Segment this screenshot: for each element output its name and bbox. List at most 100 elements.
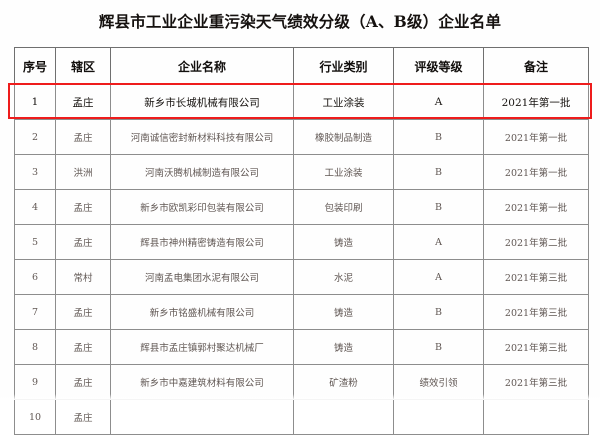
table-cell-grade <box>393 399 484 435</box>
cell-text: 孟庄 <box>72 96 94 109</box>
table-row: 8 孟庄 辉县市孟庄镇郭村聚达机械厂 铸造 B 2021年第三批 <box>14 329 589 365</box>
cell-text: 10 <box>28 411 42 423</box>
cell-text: 2 <box>31 131 39 143</box>
cell-text: 8 <box>31 341 39 353</box>
cell-text: 孟庄 <box>73 308 93 319</box>
cell-text: 辉县市神州精密铸造有限公司 <box>140 238 264 249</box>
table-cell-seq: 7 <box>14 294 56 330</box>
table-cell-seq: 10 <box>14 399 56 435</box>
table-cell-ind <box>293 399 394 435</box>
cell-text: 孟庄 <box>73 133 93 144</box>
table-cell-remark: 2021年第三批 <box>483 259 589 295</box>
cell-text: 辉县市孟庄镇郭村聚达机械厂 <box>140 343 264 354</box>
table-cell-name: 新乡市中嘉建筑材料有限公司 <box>110 364 294 400</box>
table-cell-remark: 2021年第三批 <box>483 329 589 365</box>
cell-text: 4 <box>31 201 39 213</box>
table-cell-remark: 2021年第二批 <box>483 224 589 260</box>
table-cell-seq: 5 <box>14 224 56 260</box>
cell-text: 2021年第三批 <box>504 308 568 319</box>
table-cell-dist: 孟庄 <box>55 364 111 400</box>
table-cell-grade: B <box>393 329 484 365</box>
cell-text: 铸造 <box>333 238 353 249</box>
cell-text: A <box>434 96 443 108</box>
table-cell-ind: 工业涂装 <box>293 84 394 120</box>
cell-text: A <box>435 271 442 283</box>
cell-text: 2021年第三批 <box>504 273 568 284</box>
cell-text: 河南沃腾机械制造有限公司 <box>144 168 259 179</box>
cell-text: 2021年第三批 <box>504 343 568 354</box>
table-cell-seq: 8 <box>14 329 56 365</box>
table-cell-ind: 工业涂装 <box>293 154 394 190</box>
page-title: 辉县市工业企业重污染天气绩效分级（A、B级）企业名单 <box>98 12 502 31</box>
table-cell-dist: 常村 <box>55 259 111 295</box>
column-header-dist: 辖区 <box>55 47 111 85</box>
table-cell-dist: 洪洲 <box>55 154 111 190</box>
cell-text: 橡胶制品制造 <box>314 133 372 144</box>
table-cell-dist: 孟庄 <box>55 294 111 330</box>
company-list-table: 序号 辖区 企业名称 行业类别 评级等级 备注 1 孟庄 新乡市长城机械有限公司 工业… <box>14 47 589 435</box>
cell-text: 新乡市长城机械有限公司 <box>144 96 260 109</box>
cell-text: B <box>435 341 442 353</box>
table-cell-seq: 9 <box>14 364 56 400</box>
cell-text: B <box>435 201 442 213</box>
table-cell-ind: 铸造 <box>293 224 394 260</box>
table-cell-name: 河南沃腾机械制造有限公司 <box>110 154 294 190</box>
cell-text: B <box>435 131 442 143</box>
cell-text: B <box>435 166 442 178</box>
table-cell-grade: A <box>393 259 484 295</box>
table-cell-ind: 包装印刷 <box>293 189 394 225</box>
cell-text: 工业涂装 <box>324 168 363 179</box>
table-cell-seq: 3 <box>14 154 56 190</box>
cell-text: 新乡市铭盛机械有限公司 <box>149 308 255 319</box>
table-row: 7 孟庄 新乡市铭盛机械有限公司 铸造 B 2021年第三批 <box>14 294 589 330</box>
cell-text: 5 <box>31 236 39 248</box>
cell-text: 孟庄 <box>73 413 93 424</box>
cell-text: 绩效引领 <box>419 378 458 389</box>
cell-text: 新乡市欧凯彩印包装有限公司 <box>140 203 264 214</box>
cell-text: B <box>435 306 442 318</box>
cell-text: 河南孟电集团水泥有限公司 <box>144 273 259 284</box>
cell-text: 2021年第一批 <box>504 133 568 144</box>
cell-text: 7 <box>31 306 39 318</box>
cell-text: 2021年第一批 <box>504 203 568 214</box>
document-page: 辉县市工业企业重污染天气绩效分级（A、B级）企业名单 序号 辖区 企业名称 行业… <box>0 12 600 435</box>
table-cell-name: 河南诚信密封新材料科技有限公司 <box>110 119 294 155</box>
cell-text: 河南诚信密封新材料科技有限公司 <box>130 133 274 144</box>
table-header: 序号 辖区 企业名称 行业类别 评级等级 备注 <box>14 47 589 85</box>
table-cell-name <box>110 399 294 435</box>
table-cell-dist: 孟庄 <box>55 399 111 435</box>
table-row: 3 洪洲 河南沃腾机械制造有限公司 工业涂装 B 2021年第一批 <box>14 154 589 190</box>
cell-text: 工业涂装 <box>322 96 365 109</box>
table-cell-remark: 2021年第三批 <box>483 294 589 330</box>
cell-text: A <box>435 236 442 248</box>
table-cell-grade: A <box>393 84 484 120</box>
table-cell-ind: 铸造 <box>293 329 394 365</box>
table-row: 6 常村 河南孟电集团水泥有限公司 水泥 A 2021年第三批 <box>14 259 589 295</box>
cell-text: 包装印刷 <box>324 203 363 214</box>
table-row: 4 孟庄 新乡市欧凯彩印包装有限公司 包装印刷 B 2021年第一批 <box>14 189 589 225</box>
table-cell-grade: 绩效引领 <box>393 364 484 400</box>
table-cell-name: 河南孟电集团水泥有限公司 <box>110 259 294 295</box>
table-cell-remark <box>483 399 589 435</box>
table-cell-remark: 2021年第一批 <box>483 154 589 190</box>
table-cell-ind: 橡胶制品制造 <box>293 119 394 155</box>
table-cell-ind: 铸造 <box>293 294 394 330</box>
cell-text: 水泥 <box>333 273 353 284</box>
table-row: 9 孟庄 新乡市中嘉建筑材料有限公司 矿渣粉 绩效引领 2021年第三批 <box>14 364 589 400</box>
table-cell-name: 辉县市神州精密铸造有限公司 <box>110 224 294 260</box>
table-cell-seq: 6 <box>14 259 56 295</box>
cell-text: 2021年第一批 <box>504 168 568 179</box>
table-cell-dist: 孟庄 <box>55 329 111 365</box>
column-header-ind: 行业类别 <box>293 47 394 85</box>
cell-text: 铸造 <box>333 308 353 319</box>
table-cell-grade: B <box>393 189 484 225</box>
table-cell-dist: 孟庄 <box>55 189 111 225</box>
cell-text: 常村 <box>73 273 93 284</box>
column-header-seq: 序号 <box>14 47 56 85</box>
cell-text: 矿渣粉 <box>329 378 358 389</box>
table-row: 2 孟庄 河南诚信密封新材料科技有限公司 橡胶制品制造 B 2021年第一批 <box>14 119 589 155</box>
table-header-row: 序号 辖区 企业名称 行业类别 评级等级 备注 <box>14 47 589 85</box>
cell-text: 孟庄 <box>73 343 93 354</box>
table-body: 1 孟庄 新乡市长城机械有限公司 工业涂装 A 2021年第一批 2 孟庄 河南诚信密封新材料科… <box>14 84 589 435</box>
table-cell-remark: 2021年第三批 <box>483 364 589 400</box>
